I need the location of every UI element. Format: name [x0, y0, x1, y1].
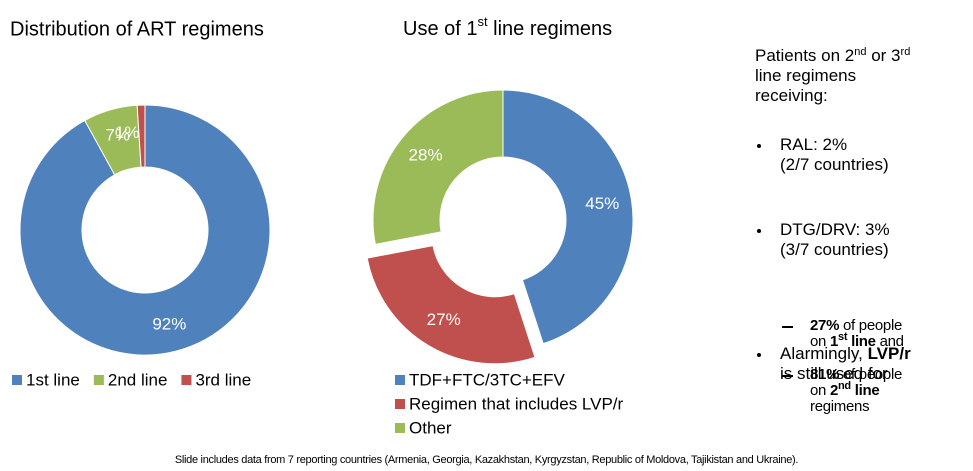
side-heading: Patients on 2nd or 3rd line regimens recei…: [755, 46, 910, 106]
data-label: 1%: [115, 123, 140, 142]
sub-bullet: 27% of people on 1st line and: [780, 318, 904, 350]
text: regimens: [810, 398, 870, 415]
text: of people: [843, 366, 903, 383]
chart-title: Use of 1st line regimens: [403, 14, 612, 40]
legend-swatch: [395, 399, 405, 409]
text: (2/7 countries): [780, 155, 889, 174]
text: is still used for: [780, 364, 888, 383]
text: of people: [843, 317, 903, 334]
text: Alarmingly,: [780, 344, 863, 363]
legend-label: 1st line: [26, 370, 80, 389]
text: on: [810, 382, 827, 399]
legend-swatch: [93, 375, 104, 385]
sub-bullet: 81% of people on 2nd line regimens: [780, 367, 902, 415]
bullet: RAL: 2% (2/7 countries): [755, 135, 973, 175]
title-part: Use of 1: [403, 18, 477, 40]
legend-label: 2nd line: [108, 370, 168, 389]
bold: 81%: [810, 366, 840, 383]
data-label: 7%: [105, 125, 130, 144]
legend-label: Other: [409, 418, 452, 437]
legend-swatch: [395, 375, 405, 385]
text: line regimens: [755, 66, 857, 85]
legend-label: TDF+FTC/3TC+EFV: [409, 370, 566, 389]
donut-slice: [136, 104, 146, 168]
text: on: [810, 333, 827, 350]
text: line: [847, 333, 876, 350]
text: or 3: [866, 46, 901, 65]
data-label: 28%: [409, 145, 443, 164]
text: receiving:: [755, 86, 828, 105]
text: and: [879, 333, 904, 350]
donut-slice: [372, 89, 504, 245]
text: Patients on 2: [755, 46, 855, 65]
bold: 1st line: [829, 331, 876, 350]
legend-swatch: [181, 375, 192, 385]
text: (3/7 countries): [780, 240, 889, 259]
legend-label: Regimen that includes LVP/r: [409, 394, 624, 413]
data-label: 27%: [427, 310, 461, 329]
donut-slice: [19, 104, 271, 356]
sup: nd: [854, 46, 867, 58]
chart-title: Distribution of ART regimens: [10, 18, 264, 40]
legend-label: 3rd line: [195, 370, 251, 389]
text: 1: [829, 333, 839, 350]
legend-swatch: [12, 375, 22, 385]
bold: 27%: [810, 317, 840, 334]
data-label: 45%: [585, 194, 619, 213]
title-part: line regimens: [488, 18, 613, 40]
data-label: 92%: [152, 314, 186, 333]
bold: 2nd line: [829, 380, 880, 399]
text: DTG/DRV: 3%: [780, 220, 890, 239]
text: line: [850, 382, 880, 399]
donut-slice: [366, 244, 536, 365]
sup: rd: [900, 46, 911, 58]
bold: LVP/r: [867, 344, 911, 363]
donut-slice: [502, 89, 634, 345]
footnote: Slide includes data from 7 reporting cou…: [174, 454, 799, 466]
bullet: DTG/DRV: 3% (3/7 countries): [755, 220, 973, 260]
sup: st: [838, 331, 848, 343]
bullet: Alarmingly, LVP/r is still used for: [755, 344, 973, 384]
legend-swatch: [395, 423, 405, 433]
text: RAL: 2%: [780, 135, 848, 154]
sup: nd: [838, 380, 851, 392]
title-sup: st: [477, 14, 488, 29]
text: 2: [829, 382, 839, 399]
